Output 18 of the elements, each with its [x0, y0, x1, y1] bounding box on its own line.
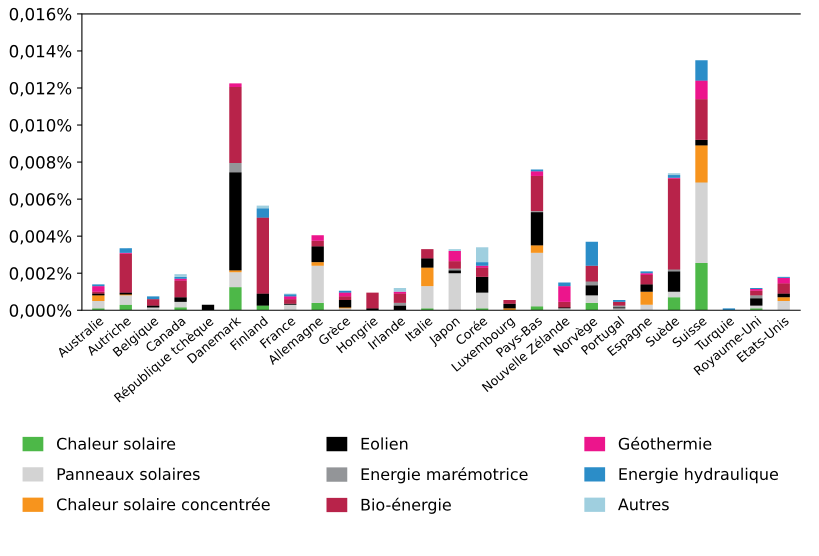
legend-label: Autres — [618, 498, 669, 510]
y-tick-label: 0,004% — [10, 230, 72, 244]
legend-label: Energie hydraulique — [619, 468, 778, 484]
y-tick-label: 0,008% — [10, 156, 72, 170]
y-tick-label: 0,012% — [10, 82, 72, 96]
legend-label: Energie marémotrice — [362, 467, 528, 484]
y-tick-label: 0,010% — [10, 118, 72, 134]
y-tick-label: 0,002% — [10, 267, 72, 282]
legend-label: Chaleur solaire concentrée — [57, 497, 270, 510]
legend-label: Chaleur solaire — [57, 437, 176, 450]
legend-label: Géothermie — [618, 436, 712, 450]
y-tick-label: 0,014% — [10, 44, 72, 60]
legend-label: Panneaux solaires — [58, 468, 200, 480]
legend-label: Bio-énergie — [362, 498, 451, 514]
y-tick-label: 0,000% — [10, 304, 72, 319]
legend-label: Eolien — [362, 437, 408, 450]
y-tick-label: 0,006% — [10, 193, 72, 208]
y-tick-label: 0,016% — [10, 8, 72, 22]
